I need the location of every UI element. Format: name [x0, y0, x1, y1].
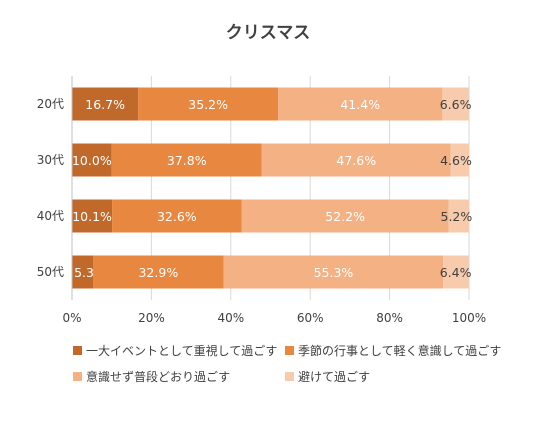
data-label: 10.1% [72, 209, 112, 224]
legend-swatch [73, 372, 82, 381]
legend-item: 一大イベントとして重視して過ごす [73, 342, 277, 359]
data-label: 32.9% [138, 265, 178, 280]
bar-segment [72, 87, 139, 121]
legend-swatch [285, 346, 294, 355]
bar-segment [111, 143, 262, 177]
data-label: 37.8% [167, 153, 207, 168]
category-label: 30代 [37, 153, 64, 167]
data-label: 5.2% [441, 209, 473, 224]
data-label: 4.6% [440, 153, 472, 168]
data-label: 52.2% [325, 209, 365, 224]
legend-label: 意識せず普段どおり過ごす [86, 370, 231, 384]
data-label: 35.2% [188, 97, 228, 112]
data-label: 16.7% [85, 97, 125, 112]
x-tick-label: 40% [217, 311, 244, 325]
x-tick-label: 60% [297, 311, 324, 325]
bar-segment [138, 87, 279, 121]
bar-segment [72, 143, 112, 177]
data-label: 41.4% [340, 97, 380, 112]
legend-item: 意識せず普段どおり過ごす [73, 368, 230, 385]
data-label: 6.4% [440, 265, 472, 280]
bar-segment [443, 255, 469, 289]
legend-label: 避けて過ごす [298, 370, 371, 384]
data-label: 10.0% [72, 153, 112, 168]
legend-item: 季節の行事として軽く意識して過ごす [285, 342, 501, 359]
bar-segment [448, 199, 470, 233]
bar-segment [223, 255, 444, 289]
legend-swatch [73, 346, 82, 355]
bar-segment [72, 255, 94, 289]
legend-swatch [285, 372, 294, 381]
bar-segment [72, 199, 113, 233]
data-label: 55.3% [314, 265, 354, 280]
category-label: 40代 [37, 209, 64, 223]
category-label: 50代 [37, 265, 64, 279]
x-tick-label: 0% [62, 311, 81, 325]
data-label: 6.6% [440, 97, 472, 112]
legend: 一大イベントとして重視して過ごす 季節の行事として軽く意識して過ごす意識せず普段ど… [73, 338, 501, 398]
bar-segment [278, 87, 443, 121]
bar-segment [93, 255, 224, 289]
bar-segment [442, 87, 469, 121]
data-label: 47.6% [336, 153, 376, 168]
bar-segment [450, 143, 469, 177]
bar-segment [112, 199, 242, 233]
bar-segment [261, 143, 451, 177]
data-label: 32.6% [157, 209, 197, 224]
legend-label: 一大イベントとして重視して過ごす [86, 344, 278, 358]
legend-item: 避けて過ごす [285, 368, 370, 385]
x-tick-label: 100% [452, 311, 486, 325]
bar-segment [241, 199, 449, 233]
category-label: 20代 [37, 97, 64, 111]
x-tick-label: 80% [376, 311, 403, 325]
x-tick-label: 20% [138, 311, 165, 325]
chart-title: クリスマス [226, 23, 311, 43]
legend-label: 季節の行事として軽く意識して過ごす [298, 344, 502, 358]
